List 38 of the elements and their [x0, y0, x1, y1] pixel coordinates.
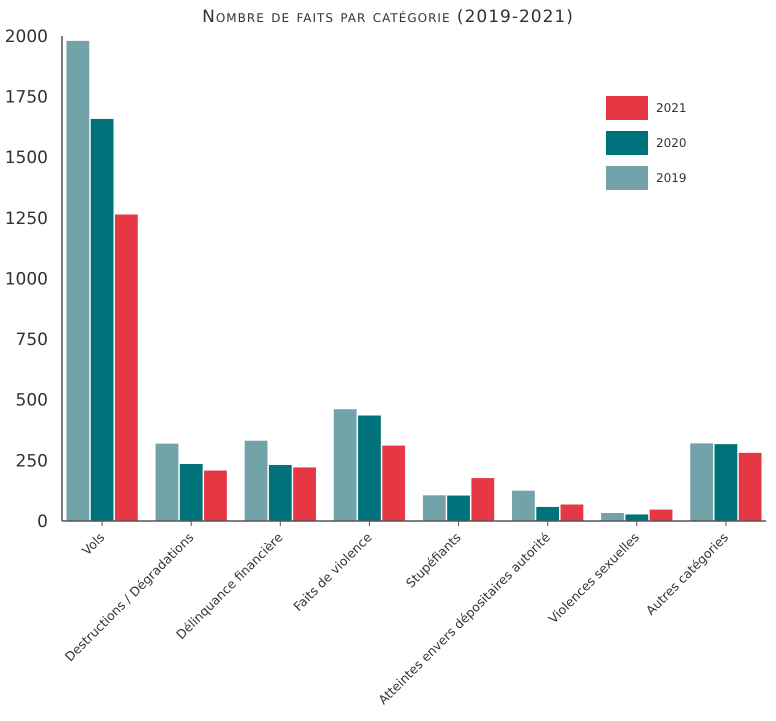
bar — [690, 443, 714, 521]
bar — [293, 467, 316, 521]
bar — [90, 118, 114, 521]
y-tick-label: 500 — [16, 390, 48, 411]
y-tick-label: 1250 — [4, 208, 48, 229]
bar — [625, 514, 648, 521]
bar — [114, 214, 138, 521]
legend-label: 2019 — [656, 171, 687, 186]
bar — [244, 440, 268, 521]
x-tick-label: Vols — [78, 530, 108, 558]
bar — [204, 470, 227, 521]
bar — [156, 444, 178, 521]
bar — [180, 464, 203, 521]
y-tick-label: 1750 — [4, 88, 48, 108]
bar — [382, 446, 406, 521]
bar — [268, 464, 292, 521]
chart-title: Nombre de faits par catégorie (2019-2021) — [202, 7, 574, 27]
bar — [422, 495, 446, 521]
bar — [358, 416, 381, 521]
y-tick-label: 2000 — [4, 26, 48, 47]
bar — [536, 506, 560, 521]
y-tick-label: 1000 — [4, 269, 48, 290]
bar — [447, 496, 470, 521]
legend-label: 2021 — [656, 101, 687, 116]
bar — [512, 490, 535, 521]
bar — [334, 409, 357, 521]
y-tick-label: 250 — [16, 451, 48, 472]
y-tick-label: 750 — [16, 330, 48, 350]
bar — [714, 444, 738, 521]
bar — [66, 40, 90, 521]
y-tick-label: 0 — [37, 512, 48, 532]
bar — [650, 510, 672, 521]
legend-label: 2020 — [656, 136, 687, 150]
bar — [601, 512, 624, 521]
bar — [738, 452, 762, 521]
y-tick-label: 1500 — [4, 148, 48, 168]
bar — [471, 478, 494, 521]
bar — [560, 504, 584, 521]
